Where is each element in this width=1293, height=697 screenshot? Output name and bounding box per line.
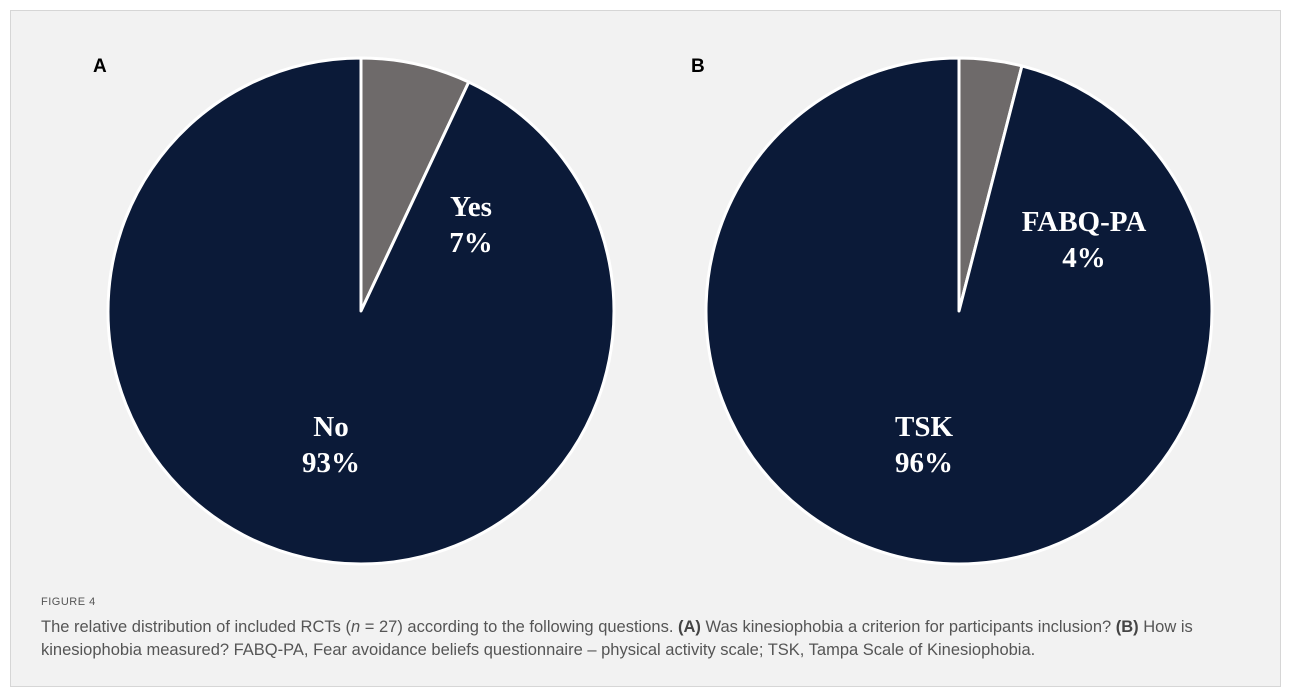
pie-slice-no <box>106 56 616 566</box>
slice-label-yes: Yes <box>450 191 492 223</box>
figure-frame: Yes 7% No 93% FABQ-PA 4% TSK 96% A B FIGURE 4 … <box>10 10 1281 687</box>
panel-label-a: A <box>93 56 107 77</box>
caption-tag-b: (B) <box>1115 618 1139 636</box>
caption-text: The relative distribution of included RC… <box>41 616 1266 662</box>
caption-part-1: The relative distribution of included RC… <box>41 618 351 636</box>
pie-chart-a-svg: Yes 7% No 93% <box>106 56 616 566</box>
caption-part-3: Was kinesiophobia a criterion for partic… <box>700 618 1116 636</box>
slice-label-fabq-pa: FABQ-PA <box>1022 206 1147 238</box>
figure-caption: FIGURE 4 The relative distribution of in… <box>41 596 1266 662</box>
pie-chart-a: Yes 7% No 93% <box>81 21 641 581</box>
slice-value-no: 93% <box>302 447 360 479</box>
caption-tag-a: (A) <box>678 618 701 636</box>
figure-number: FIGURE 4 <box>41 596 96 608</box>
pie-slice-yes <box>359 56 471 313</box>
caption-n-symbol: n <box>350 618 361 636</box>
pie-chart-b-svg: FABQ-PA 4% TSK 96% <box>704 56 1214 566</box>
slice-value-tsk: 96% <box>895 447 953 479</box>
slice-value-yes: 7% <box>449 227 493 259</box>
pie-chart-b: FABQ-PA 4% TSK 96% <box>679 21 1239 581</box>
caption-part-4: How is kinesiophobia measured? FABQ-PA, … <box>41 618 1193 659</box>
slice-label-no: No <box>313 411 348 443</box>
slice-value-fabq-pa: 4% <box>1062 242 1106 274</box>
caption-part-2: = 27) according to the following questio… <box>360 618 678 636</box>
pie-slice-tsk <box>704 56 1214 566</box>
slice-label-tsk: TSK <box>895 411 953 443</box>
panel-label-b: B <box>691 56 705 77</box>
